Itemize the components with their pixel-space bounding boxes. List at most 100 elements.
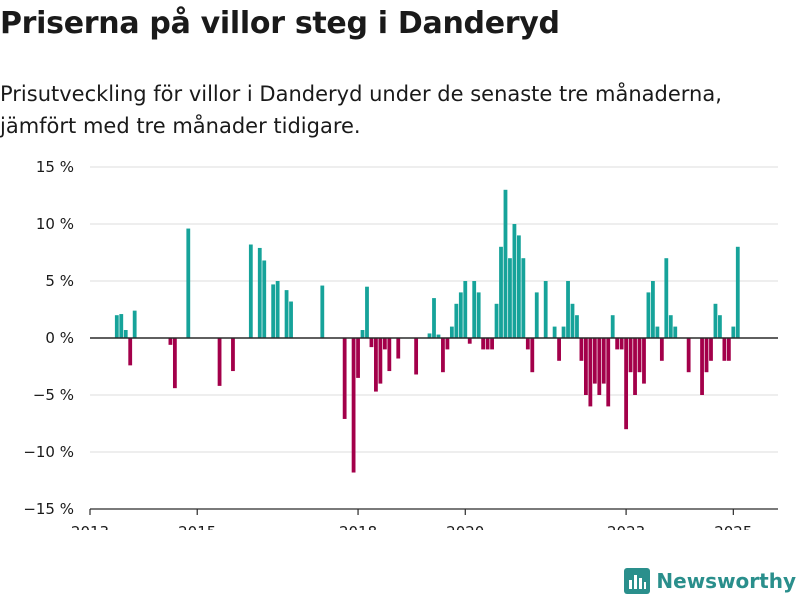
y-tick-label: −10 % [23, 443, 74, 461]
axes: 15 % 10 % 5 % 0 % −5 % −10 % −15 % 2013 2015 2018… [23, 158, 778, 530]
bar [700, 338, 704, 395]
bar [275, 281, 280, 338]
bar [351, 338, 356, 473]
bar [552, 326, 557, 338]
chart-title: Priserna på villor steg i Danderyd [0, 6, 560, 41]
bar [570, 303, 575, 338]
bar [445, 338, 450, 350]
bars [114, 189, 740, 473]
y-tick-label: 15 % [36, 158, 74, 176]
bar [382, 338, 387, 350]
bar [597, 338, 602, 395]
bar [557, 338, 561, 361]
bar [624, 338, 629, 430]
bar [123, 330, 128, 338]
bar [172, 338, 177, 389]
bar [588, 338, 593, 407]
bar [132, 310, 137, 338]
bar [655, 326, 660, 338]
bar [731, 326, 736, 338]
bar [579, 338, 584, 361]
bar [481, 338, 486, 350]
bar [601, 338, 606, 384]
bar [289, 301, 293, 338]
x-tick-label: 2023 [607, 523, 645, 530]
bar [543, 281, 548, 338]
bar [186, 228, 191, 338]
bar [709, 338, 713, 361]
bar [592, 338, 597, 384]
bar [521, 258, 526, 338]
bar [686, 338, 691, 373]
bar [490, 338, 494, 350]
bar [534, 292, 539, 338]
bar-chart-logo-icon [624, 568, 651, 594]
y-tick-label: 0 % [45, 329, 74, 347]
bar [168, 338, 173, 345]
bar [467, 338, 472, 344]
bar [387, 338, 392, 372]
chart-subtitle: Prisutveckling för villor i Danderyd und… [0, 82, 722, 138]
bar [432, 298, 436, 338]
bar [561, 326, 566, 338]
bar [646, 292, 651, 338]
x-tick-label: 2020 [446, 523, 484, 530]
bar [651, 281, 655, 338]
bar [271, 284, 276, 338]
bar [615, 338, 620, 350]
y-tick-label: −5 % [33, 386, 74, 404]
bar [494, 303, 499, 338]
bar [642, 338, 646, 384]
bar [449, 326, 454, 338]
bar [262, 260, 267, 338]
bar [722, 338, 727, 361]
brand-logo: Newsworthy [624, 568, 796, 594]
bar [378, 338, 383, 384]
bar [726, 338, 731, 361]
bar [637, 338, 642, 373]
bar [499, 246, 503, 338]
bar [566, 281, 570, 338]
bar [584, 338, 588, 395]
x-tick-label: 2018 [339, 523, 377, 530]
y-tick-label: −15 % [23, 500, 74, 518]
bar [575, 315, 579, 338]
bar [414, 338, 419, 375]
bar [704, 338, 709, 373]
bar [713, 303, 718, 338]
bar [356, 338, 360, 378]
bar [231, 338, 235, 372]
bar [628, 338, 633, 373]
bar [114, 315, 119, 338]
bar [476, 292, 481, 338]
bar [248, 244, 253, 338]
bar [633, 338, 637, 395]
bar [320, 285, 325, 338]
bar [360, 330, 365, 338]
bar [664, 258, 669, 338]
bar [458, 292, 463, 338]
bar [525, 338, 530, 350]
bar [619, 338, 624, 350]
bar [441, 338, 445, 373]
bar [668, 315, 673, 338]
x-tick-label: 2013 [71, 523, 109, 530]
annotations: 8 % [733, 150, 762, 154]
bar [735, 246, 740, 338]
bar [610, 315, 615, 338]
bar [436, 334, 441, 338]
bar [427, 333, 432, 338]
bar [503, 189, 508, 338]
y-tick-label: 5 % [45, 272, 74, 290]
bar [718, 315, 722, 338]
bar [284, 290, 289, 338]
bar [508, 258, 512, 338]
bar [472, 281, 477, 338]
bar [257, 247, 262, 338]
bar [374, 338, 378, 392]
bar [396, 338, 401, 359]
last-value-label: 8 % [733, 150, 762, 154]
bar [485, 338, 490, 350]
brand-name: Newsworthy [656, 569, 796, 593]
x-tick-label: 2025 [714, 523, 752, 530]
